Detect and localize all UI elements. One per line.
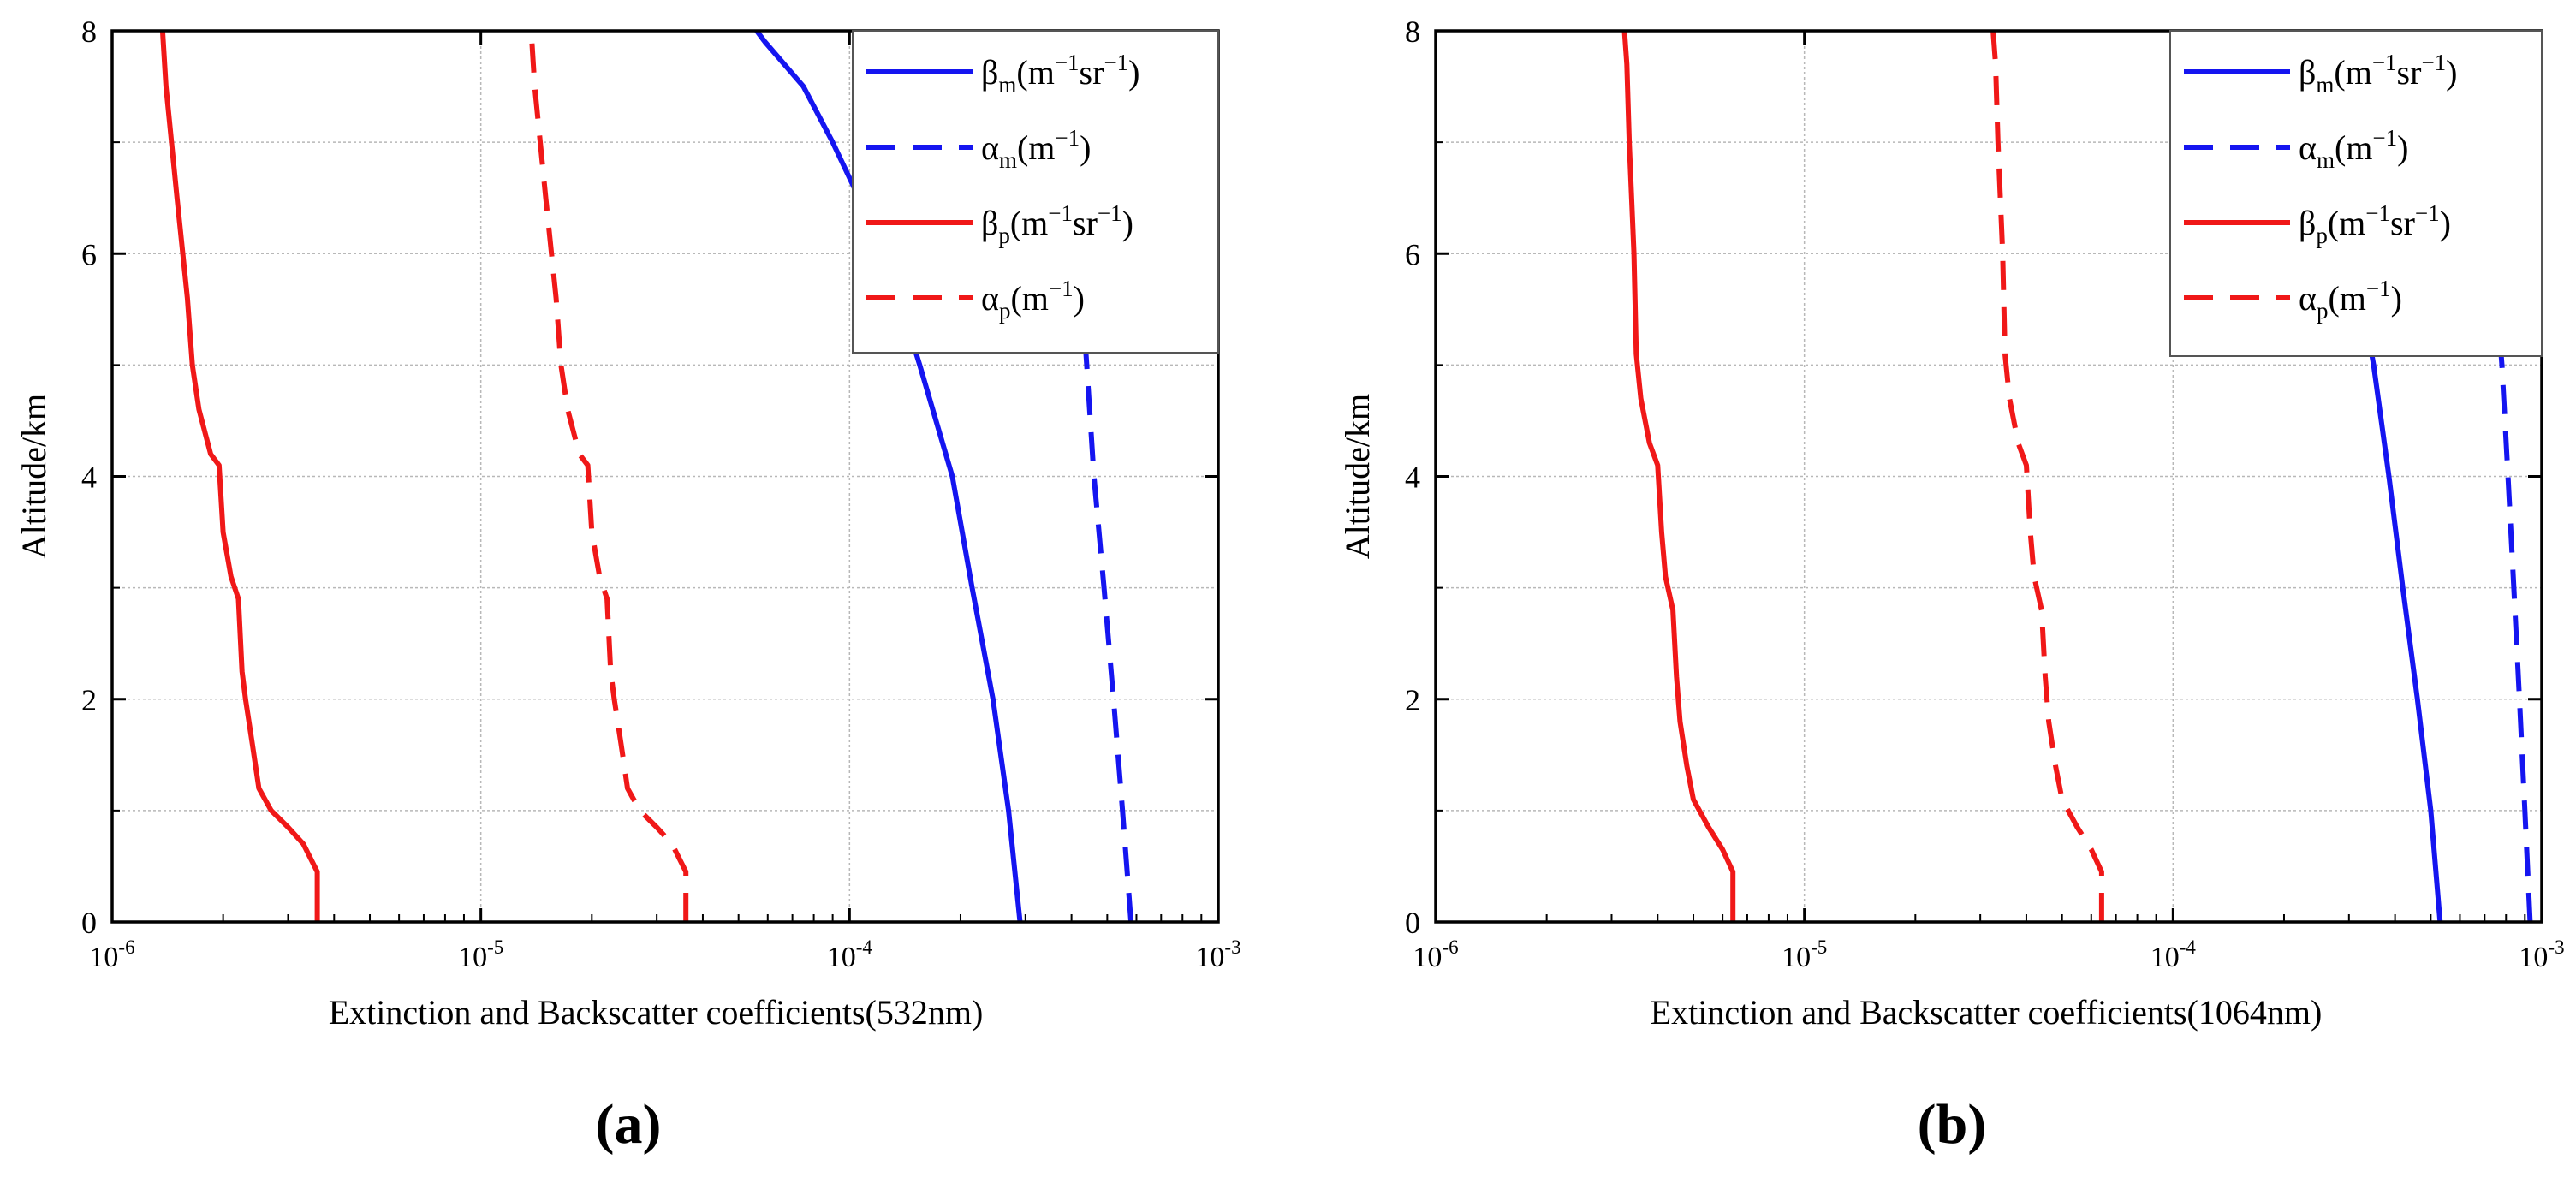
x-tick-label: 10-4	[827, 936, 873, 973]
y-axis-label: Altitude/km	[1338, 394, 1377, 559]
y-tick-label: 8	[81, 15, 97, 49]
y-axis-label: Altitude/km	[15, 394, 53, 559]
y-tick-label: 0	[81, 906, 97, 940]
x-axis-label: Extinction and Backscatter coefficients(…	[1651, 993, 2323, 1032]
x-axis-label: Extinction and Backscatter coefficients(…	[329, 993, 984, 1032]
panel-label: (a)	[596, 1093, 662, 1156]
y-tick-label: 0	[1405, 906, 1420, 940]
series-line-beta-m	[754, 31, 1023, 922]
legend-label: αp(m−1)	[2299, 276, 2402, 324]
legend: βm(m−1sr−1) αm(m−1) βp(m−1sr−1) αp(m−1)	[2169, 30, 2543, 357]
chart-panel-b: 10-6 10-5 10-4 10-3 0 2 4 6 8 Extinction and Back…	[1338, 15, 2565, 1156]
x-tick-label: 10-5	[1782, 936, 1827, 973]
legend-label: βm(m−1sr−1)	[981, 50, 1140, 98]
legend-label: αp(m−1)	[981, 276, 1085, 324]
chart-panel-a: 10-6 10-5 10-4 10-3 0 2 4 6 8 Extinction and Back…	[15, 15, 1241, 1156]
legend-label: αm(m−1)	[2299, 125, 2408, 173]
legend-box	[2169, 30, 2543, 357]
x-tick-label: 10-6	[89, 936, 134, 973]
x-tick-label: 10-3	[2519, 936, 2564, 973]
x-tick-label: 10-5	[458, 936, 503, 973]
panel-label: (b)	[1918, 1093, 1987, 1156]
legend-label: αm(m−1)	[981, 125, 1091, 173]
legend-label: βp(m−1sr−1)	[2299, 200, 2451, 248]
y-tick-label: 8	[1405, 15, 1420, 49]
series-line-beta-p	[159, 31, 320, 922]
series-line-beta-p	[1621, 31, 1736, 922]
y-tick-label: 4	[1405, 461, 1420, 495]
x-tick-label: 10-4	[2151, 936, 2197, 973]
y-tick-label: 4	[81, 461, 97, 495]
series-line-alpha-p	[1990, 31, 2104, 922]
x-tick-label: 10-3	[1195, 936, 1240, 973]
y-tick-label: 6	[81, 237, 97, 271]
y-tick-label: 2	[1405, 683, 1420, 717]
y-tick-label: 6	[1405, 237, 1420, 271]
x-tick-label: 10-6	[1413, 936, 1458, 973]
legend-label: βp(m−1sr−1)	[981, 200, 1133, 248]
legend: βm(m−1sr−1) αm(m−1) βp(m−1sr−1) αp(m−1)	[852, 30, 1219, 354]
series-line-alpha-p	[528, 31, 689, 922]
legend-label: βm(m−1sr−1)	[2299, 50, 2458, 98]
y-tick-label: 2	[81, 683, 97, 717]
